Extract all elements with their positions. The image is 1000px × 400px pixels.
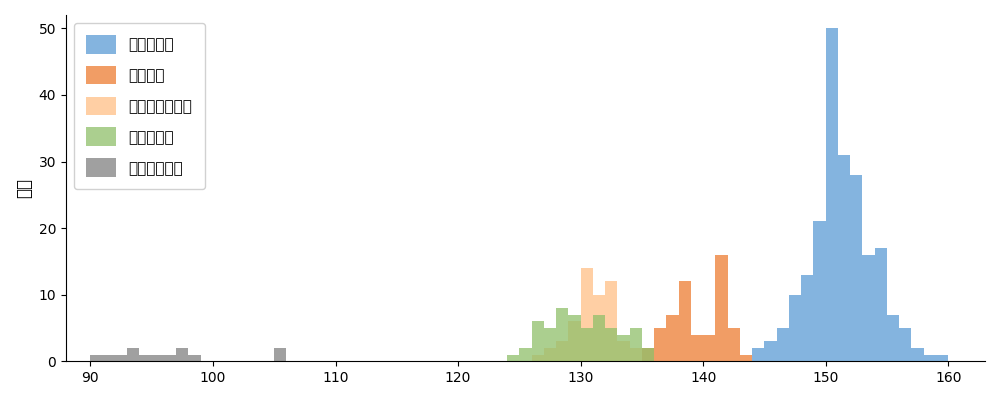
Bar: [715, 255, 728, 361]
Bar: [568, 321, 581, 361]
Bar: [164, 355, 176, 361]
Bar: [544, 328, 556, 361]
Bar: [139, 355, 152, 361]
Bar: [764, 341, 777, 361]
Bar: [777, 328, 789, 361]
Y-axis label: 球数: 球数: [15, 178, 33, 198]
Bar: [593, 315, 605, 361]
Bar: [679, 281, 691, 361]
Bar: [152, 355, 164, 361]
Bar: [556, 341, 568, 361]
Bar: [813, 222, 826, 361]
Bar: [617, 341, 630, 361]
Bar: [654, 328, 666, 361]
Bar: [850, 175, 862, 361]
Bar: [875, 248, 887, 361]
Bar: [617, 335, 630, 361]
Bar: [90, 355, 103, 361]
Bar: [728, 328, 740, 361]
Bar: [544, 348, 556, 361]
Bar: [274, 348, 286, 361]
Bar: [740, 355, 752, 361]
Bar: [936, 355, 948, 361]
Bar: [691, 335, 703, 361]
Bar: [887, 315, 899, 361]
Bar: [581, 328, 593, 361]
Bar: [507, 355, 519, 361]
Bar: [532, 321, 544, 361]
Bar: [899, 328, 911, 361]
Bar: [838, 155, 850, 361]
Bar: [666, 315, 679, 361]
Bar: [103, 355, 115, 361]
Bar: [605, 281, 617, 361]
Bar: [826, 28, 838, 361]
Bar: [911, 348, 924, 361]
Bar: [188, 355, 201, 361]
Bar: [630, 328, 642, 361]
Legend: ストレート, フォーク, チェンジアップ, スライダー, スローカーブ: ストレート, フォーク, チェンジアップ, スライダー, スローカーブ: [74, 23, 205, 189]
Bar: [519, 348, 532, 361]
Bar: [924, 355, 936, 361]
Bar: [630, 348, 642, 361]
Bar: [568, 315, 581, 361]
Bar: [642, 348, 654, 361]
Bar: [593, 295, 605, 361]
Bar: [556, 308, 568, 361]
Bar: [752, 348, 764, 361]
Bar: [581, 268, 593, 361]
Bar: [642, 348, 654, 361]
Bar: [605, 328, 617, 361]
Bar: [789, 295, 801, 361]
Bar: [801, 275, 813, 361]
Bar: [532, 355, 544, 361]
Bar: [703, 335, 715, 361]
Bar: [127, 348, 139, 361]
Bar: [176, 348, 188, 361]
Bar: [115, 355, 127, 361]
Bar: [862, 255, 875, 361]
